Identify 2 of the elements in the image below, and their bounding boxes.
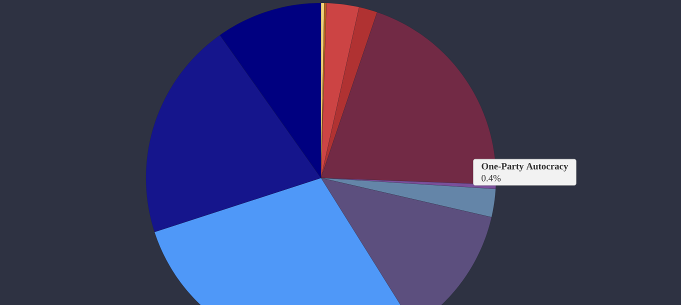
- data-label: 0.4%: [482, 174, 501, 182]
- slice-label: One-Party Autocracy: [482, 163, 568, 172]
